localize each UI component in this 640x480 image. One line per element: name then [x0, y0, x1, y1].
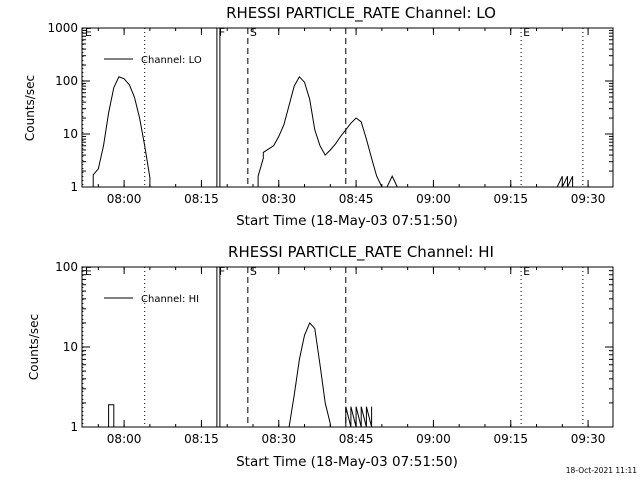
hi-channel-panel: RHESSI PARTICLE_RATE Channel: HI Counts/…: [27, 243, 614, 470]
print-timestamp: 18-Oct-2021 11:11: [566, 466, 637, 475]
lo-y-tick-label: 100: [55, 74, 78, 88]
lo-series-line: [92, 75, 574, 188]
lo-y-tick-label: 1000: [47, 21, 78, 35]
hi-y-axis-label: Counts/sec: [27, 314, 41, 380]
hi-x-tick-label: 08:00: [107, 432, 142, 446]
hi-x-tick-label: 08:45: [339, 432, 374, 446]
lo-y-axis-label: Counts/sec: [23, 75, 37, 141]
lo-x-tick-label: 08:00: [107, 192, 142, 206]
hi-x-tick-label: 09:30: [571, 432, 606, 446]
hi-y-tick-label: 100: [55, 260, 78, 274]
lo-x-tick-label: 08:15: [184, 192, 219, 206]
lo-x-tick-label: 09:00: [416, 192, 451, 206]
hi-marker-label: S: [250, 265, 257, 278]
hi-marker-label: E: [523, 265, 530, 278]
lo-legend: Channel: LO: [104, 55, 202, 66]
hi-legend-label: Channel: HI: [141, 294, 199, 305]
lo-x-tick-label: 08:30: [261, 192, 296, 206]
hi-x-tick-label: 09:15: [493, 432, 528, 446]
lo-chart-title: RHESSI PARTICLE_RATE Channel: LO: [226, 4, 496, 23]
lo-axes: 08:00 08:15 08:30 08:45 09:00 09:15 09:30 1 10 10…: [47, 21, 614, 206]
lo-marker-label: E: [85, 26, 92, 39]
hi-x-tick-label: 08:15: [184, 432, 219, 446]
hi-y-tick-label: 1: [70, 420, 78, 434]
hi-y-tick-label: 10: [63, 340, 78, 354]
lo-marker-label: F: [219, 26, 225, 39]
lo-series: [92, 75, 574, 188]
lo-legend-label: Channel: LO: [141, 55, 202, 66]
lo-plot-frame: [81, 27, 614, 188]
lo-x-tick-label: 08:45: [339, 192, 374, 206]
hi-plot-frame: [81, 266, 614, 428]
hi-x-tick-label: 09:00: [416, 432, 451, 446]
lo-y-tick-label: 10: [63, 127, 78, 141]
lo-marker-label: S: [250, 26, 257, 39]
lo-x-tick-label: 09:15: [493, 192, 528, 206]
lo-marker-label: E: [523, 26, 530, 39]
hi-marker-label: E: [85, 265, 92, 278]
lo-x-tick-label: 09:30: [571, 192, 606, 206]
hi-axes: 08:00 08:15 08:30 08:45 09:00 09:15 09:30 1 10 10…: [55, 260, 614, 446]
hi-series: [108, 321, 373, 428]
hi-marker-label: F: [219, 265, 225, 278]
lo-x-axis-label: Start Time (18-May-03 07:51:50): [236, 213, 458, 229]
hi-chart-title: RHESSI PARTICLE_RATE Channel: HI: [228, 243, 494, 262]
lo-channel-panel: RHESSI PARTICLE_RATE Channel: LO Counts/…: [23, 4, 614, 229]
lo-y-tick-label: 1: [70, 180, 78, 194]
hi-x-axis-label: Start Time (18-May-03 07:51:50): [236, 454, 458, 470]
hi-x-tick-label: 08:30: [261, 432, 296, 446]
hi-legend: Channel: HI: [104, 294, 199, 305]
hi-series-line: [108, 321, 373, 428]
